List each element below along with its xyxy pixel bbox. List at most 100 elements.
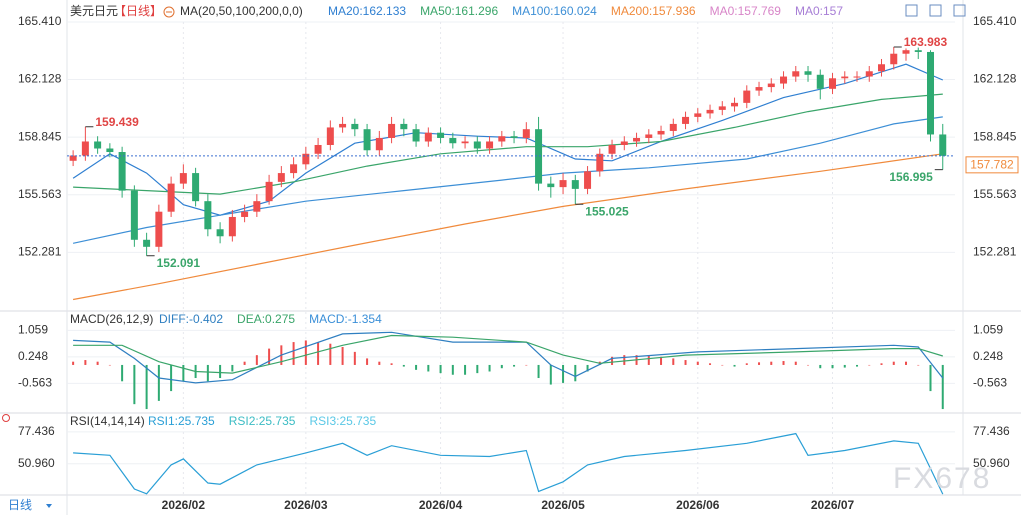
macd-bar [464, 364, 467, 375]
macd-bar [353, 351, 356, 365]
icon-button[interactable] [929, 4, 942, 17]
candle-body [718, 106, 726, 110]
extreme-label: 152.091 [157, 256, 201, 270]
legend-entry: MA20:162.133 [328, 4, 406, 18]
candle-body [743, 90, 751, 103]
candle-body [865, 71, 873, 77]
y-tick-label-left: 165.410 [18, 14, 62, 28]
indicator-line [73, 331, 944, 384]
macd-bar [941, 364, 944, 410]
macd-bar [880, 363, 883, 365]
period: 【日线】 [114, 4, 162, 18]
candle-body [143, 239, 151, 247]
macd-bar [745, 363, 748, 365]
pane-title: MACD(26,12,9) [70, 312, 153, 326]
y-tick-label-left: 77.436 [18, 424, 55, 438]
macd-bar [819, 364, 822, 369]
legend-entry: MACD:-1.354 [309, 312, 382, 326]
y-tick-label-left: 1.059 [18, 323, 48, 337]
period-tab-label[interactable]: 日线 [8, 498, 32, 512]
candle-body [400, 123, 408, 130]
macd-bar [476, 364, 479, 374]
candle-body [706, 109, 714, 114]
candle-body [314, 144, 322, 154]
macd-bar [157, 364, 160, 401]
macd-bar [905, 361, 908, 365]
macd-bar [231, 364, 234, 372]
macd-bar [623, 355, 626, 365]
y-tick-label-right: 0.248 [973, 349, 1003, 363]
y-tick-label-right: 165.410 [973, 14, 1017, 28]
indicator-line [72, 63, 944, 216]
window-icons [905, 4, 966, 17]
icon-button[interactable] [953, 4, 966, 17]
candle-body [375, 137, 383, 151]
candle-body [388, 123, 396, 138]
candle-body [69, 155, 77, 161]
icon-button[interactable] [905, 4, 918, 17]
macd-bar [427, 364, 430, 372]
symbol: 美元日元 [70, 4, 118, 18]
last-price-label: 157.782 [970, 158, 1014, 172]
macd-bar [219, 364, 222, 379]
y-tick-label-left: 50.960 [18, 456, 55, 470]
candle-body [106, 148, 114, 153]
macd-bar [439, 364, 442, 374]
candle-body [669, 123, 677, 131]
macd-bar [929, 364, 932, 392]
macd-bar [121, 364, 124, 382]
candle-body [94, 141, 102, 149]
candle-body [914, 50, 922, 52]
macd-bar [574, 364, 577, 382]
candle-body [755, 87, 763, 91]
candle-body [167, 183, 175, 212]
macd-bar [170, 364, 173, 392]
macd-bar [402, 364, 405, 367]
candle-body [731, 102, 739, 107]
macd-bar [709, 363, 712, 365]
macd-bar [133, 364, 136, 405]
candle-body [645, 134, 653, 138]
macd-bar [415, 364, 418, 370]
settings-icon[interactable] [2, 414, 10, 422]
legend-entry: RSI2:25.735 [229, 414, 296, 428]
x-tick-label: 2026/07 [811, 498, 855, 512]
macd-bar [733, 364, 736, 367]
candle-body [204, 201, 212, 230]
extreme-label: 163.983 [904, 35, 948, 49]
period-tab[interactable] [2, 498, 62, 514]
candle-body [804, 71, 812, 75]
macd-bar [72, 361, 75, 365]
macd-bar [84, 360, 87, 365]
macd-bar [537, 364, 540, 379]
candle-body [584, 171, 592, 189]
candle-body [510, 136, 518, 138]
candle-body [694, 113, 702, 117]
candle-body [228, 216, 236, 237]
extreme-label: 155.025 [585, 204, 629, 218]
y-tick-label-left: 0.248 [18, 349, 48, 363]
candle-body [241, 211, 249, 217]
macd-bar [758, 362, 761, 365]
candle-body [633, 137, 641, 142]
macd-bar [660, 356, 663, 365]
macd-bar [108, 364, 111, 366]
legend-entry: MA0:157 [795, 4, 843, 18]
macd-bar [329, 343, 332, 365]
macd-bar [696, 361, 699, 365]
macd-bar [304, 340, 307, 365]
watermark: FX678 [893, 462, 991, 495]
macd-bar [611, 356, 614, 365]
candle-body [118, 152, 126, 191]
macd-bar [586, 364, 589, 372]
candle-body [890, 53, 898, 65]
candle-body [192, 173, 200, 202]
macd-bar [255, 355, 258, 365]
candle-body [829, 78, 837, 89]
last-price-box [965, 156, 1019, 174]
candle-body [522, 129, 530, 138]
toggle-icon[interactable] [163, 6, 175, 18]
x-tick-label: 2026/04 [419, 498, 463, 512]
y-tick-label-right: -0.563 [973, 376, 1007, 390]
candle-body [878, 64, 886, 72]
